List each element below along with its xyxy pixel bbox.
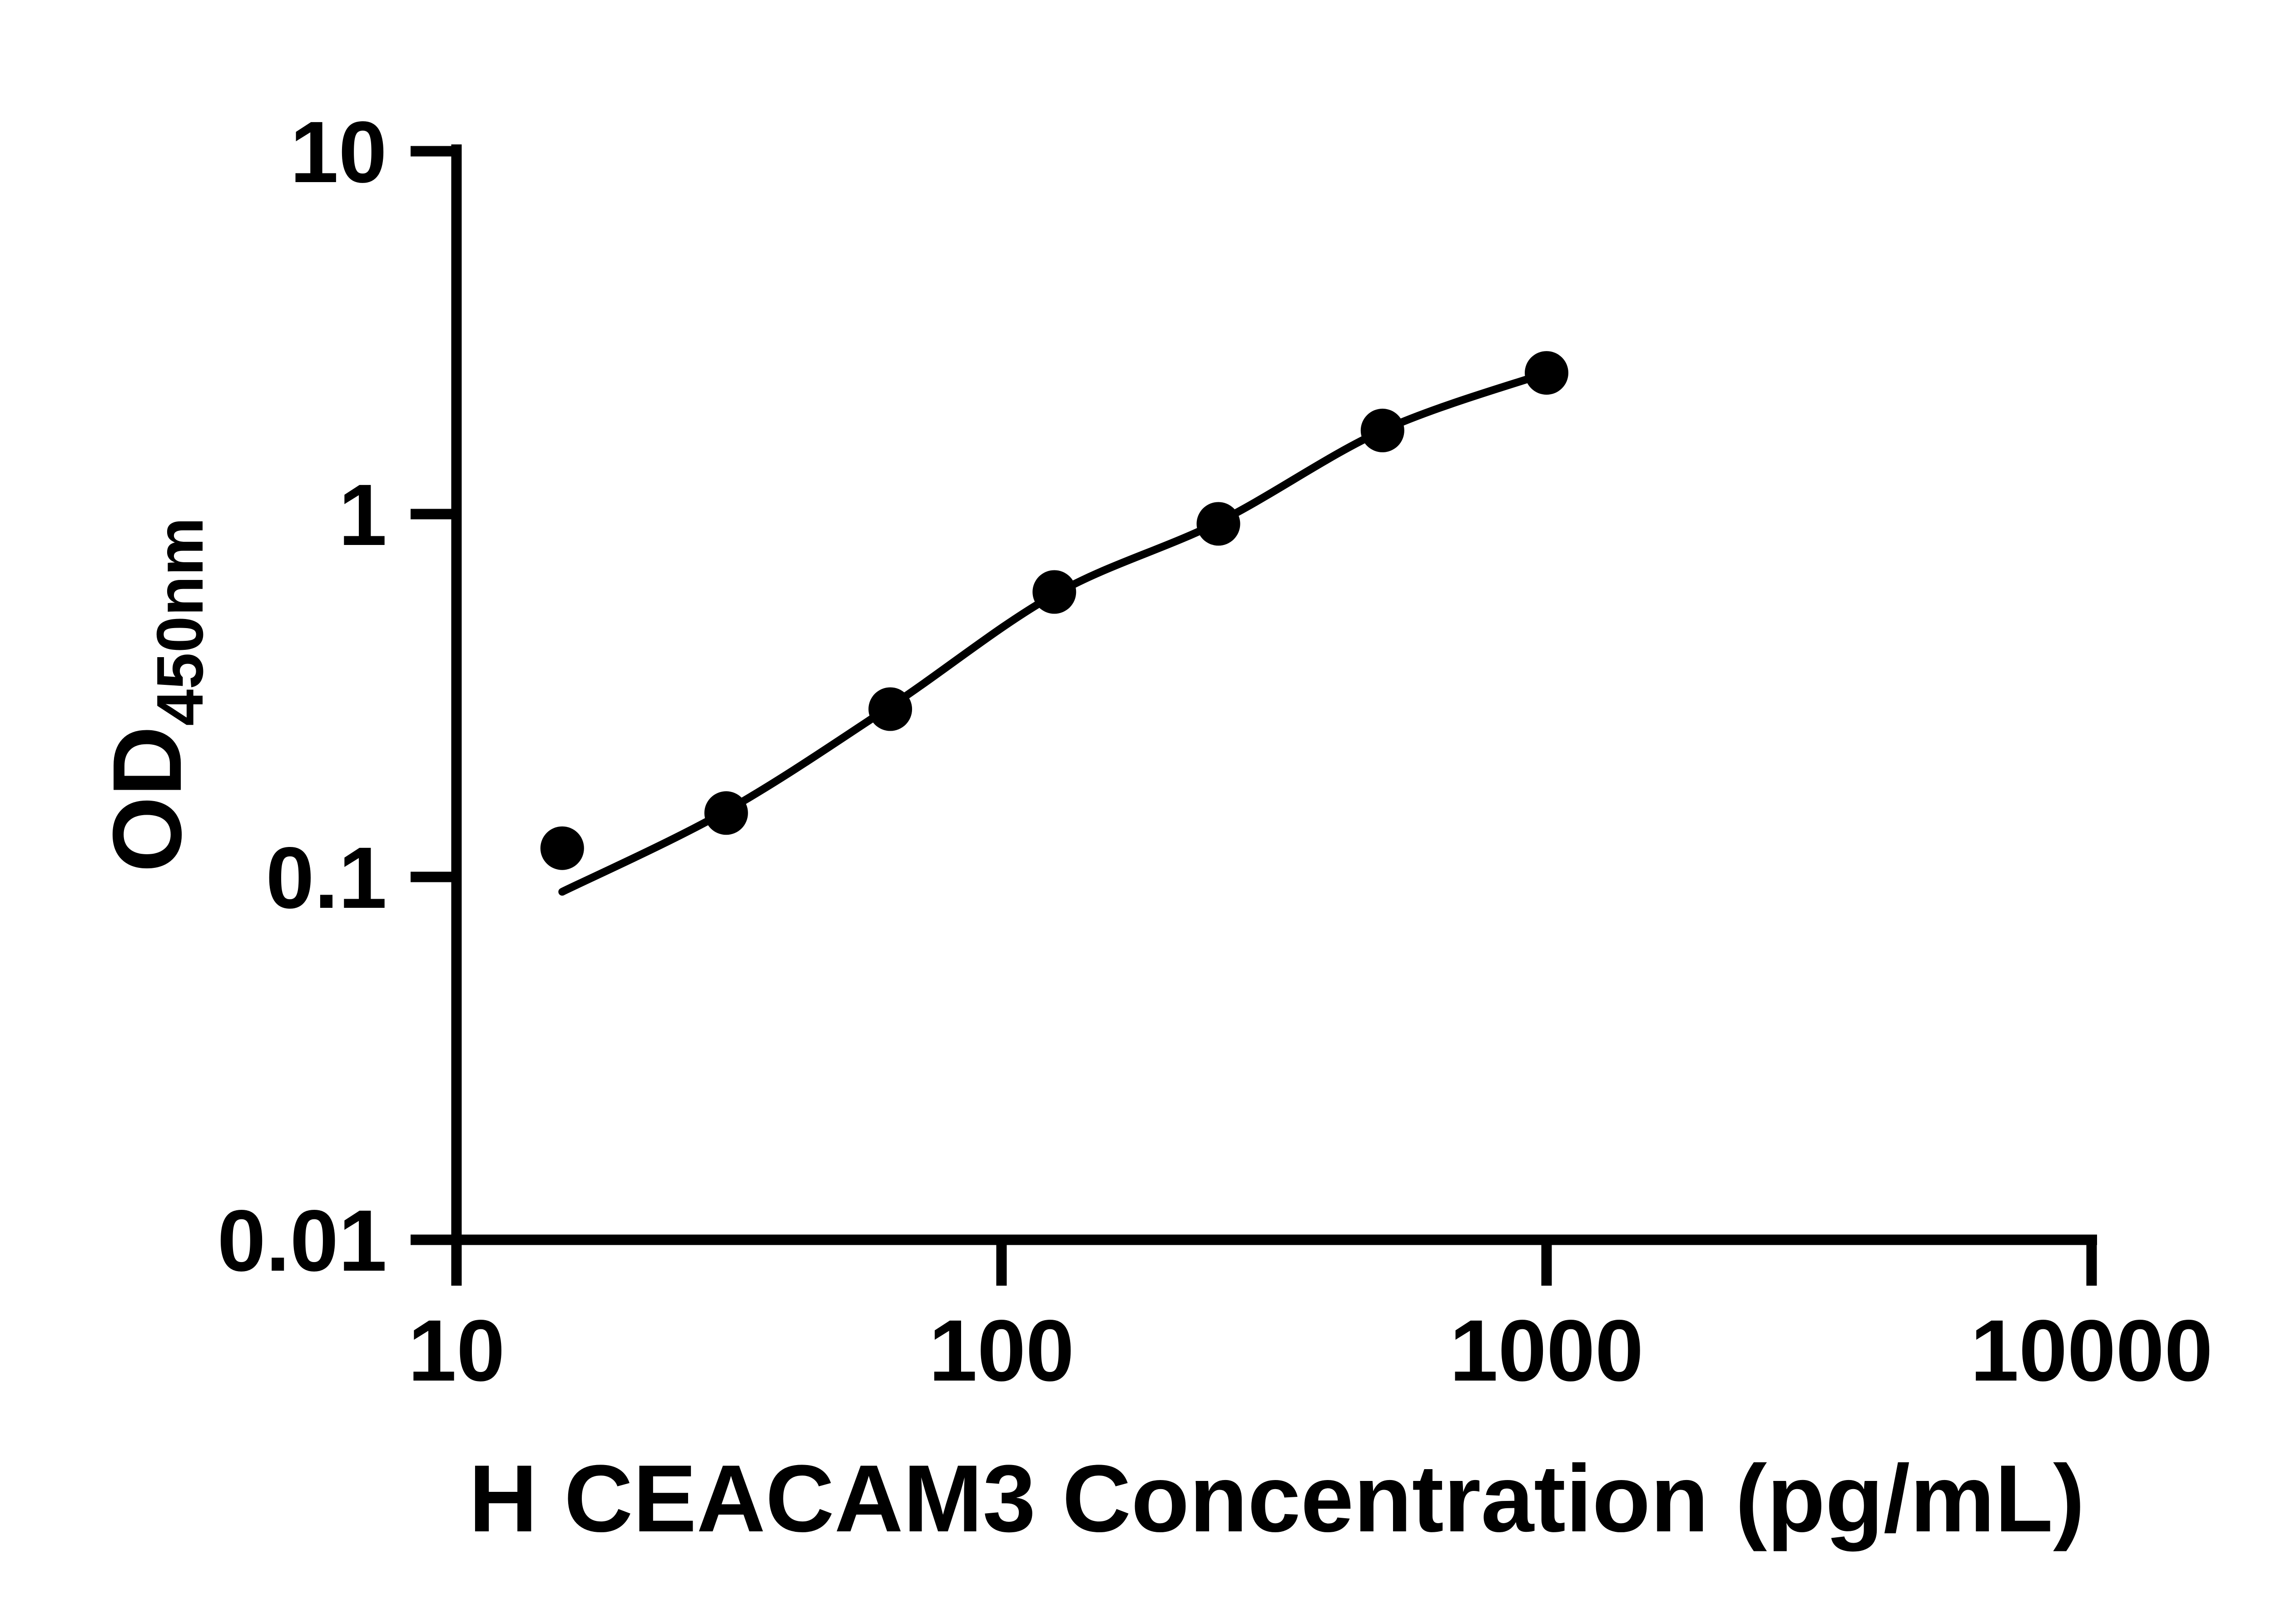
x-tick-labels: 10 100 1000 10000: [408, 1302, 2213, 1399]
axes: 10 100 1000 10000 10 1 0.1 0.01: [217, 103, 2213, 1399]
data-point-marker: [1360, 408, 1404, 452]
x-tick-label: 10000: [1970, 1302, 2213, 1399]
y-tick-label: 1: [338, 466, 387, 564]
data-point-marker: [704, 791, 748, 835]
y-axis-title-main: OD: [92, 726, 202, 872]
y-ticks: [411, 146, 456, 1245]
data-point-marker: [540, 826, 584, 870]
x-tick-label: 100: [929, 1302, 1074, 1399]
data-point-marker: [868, 687, 912, 731]
y-tick-label: 0.01: [217, 1192, 387, 1289]
y-tick-label: 0.1: [266, 829, 387, 926]
data-point-marker: [1196, 502, 1240, 546]
data-point-marker: [1032, 570, 1076, 614]
y-axis-title: OD450nm: [92, 517, 217, 872]
y-axis-title-sub: 450nm: [143, 517, 217, 726]
axis-spines: [451, 144, 2097, 1245]
y-tick-label: 10: [290, 103, 387, 201]
x-axis-title: H CEACAM3 Concentration (pg/mL): [469, 1445, 2085, 1552]
y-tick-labels: 10 1 0.1 0.01: [217, 103, 387, 1289]
data-points: [540, 351, 1568, 870]
data-point-marker: [1525, 351, 1568, 395]
x-tick-label: 1000: [1449, 1302, 1643, 1399]
x-ticks: [451, 1240, 2097, 1286]
x-tick-label: 10: [408, 1302, 505, 1399]
